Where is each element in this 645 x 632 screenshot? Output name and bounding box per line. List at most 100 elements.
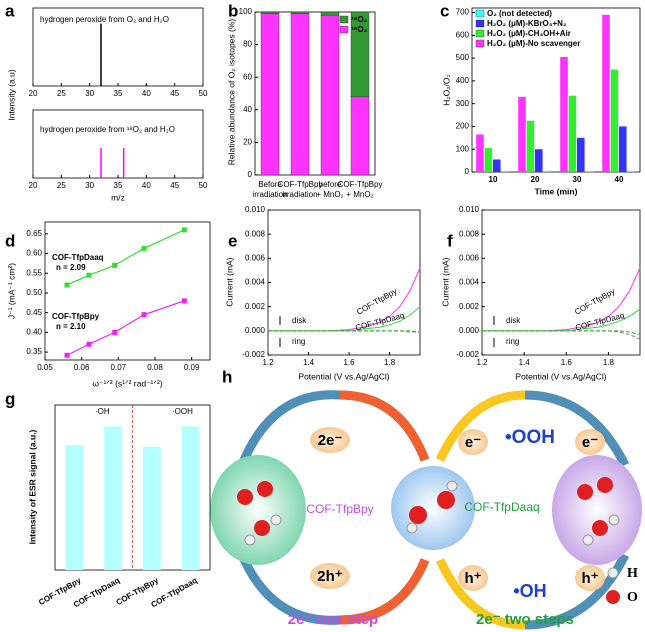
y-tick-label: 0.004 bbox=[245, 278, 266, 287]
point bbox=[86, 272, 92, 278]
x-tick-label: 35 bbox=[114, 89, 123, 98]
legend-label: ¹⁸O₂ bbox=[351, 15, 368, 24]
y-tick-label: 0 bbox=[248, 170, 253, 179]
y-tick-label: 300 bbox=[456, 99, 470, 108]
point bbox=[64, 352, 70, 358]
legend-swatch bbox=[475, 9, 485, 18]
bar bbox=[501, 170, 509, 172]
x-tick-label: 40 bbox=[615, 175, 624, 184]
bar bbox=[568, 95, 577, 172]
legend-label: O₂ (not detected) bbox=[487, 9, 552, 18]
annotation: hydrogen peroxide from ¹⁸O₂ and H₂O bbox=[40, 125, 175, 134]
arc bbox=[339, 390, 430, 462]
bar bbox=[493, 159, 501, 172]
y-tick-label: 500 bbox=[456, 53, 470, 62]
x-tick-label: 1.8 bbox=[603, 358, 615, 367]
x-tick-label: 1.2 bbox=[262, 358, 274, 367]
annotation: ·OOH bbox=[172, 407, 193, 416]
y-tick-label: 0.000 bbox=[459, 326, 480, 335]
x-tick-label: 50 bbox=[199, 89, 208, 98]
label: •OH bbox=[513, 581, 546, 601]
y-axis-label: Intensity (a.u) bbox=[6, 69, 16, 121]
x-tick-label: + MnO₂ bbox=[346, 190, 373, 199]
y-tick-label: 40 bbox=[243, 105, 252, 114]
legend-swatch bbox=[475, 19, 485, 28]
label: e⁻ bbox=[465, 434, 481, 451]
x-tick-label: 50 bbox=[199, 181, 208, 190]
badge bbox=[458, 565, 488, 591]
point bbox=[181, 227, 187, 233]
node bbox=[391, 466, 475, 550]
bar bbox=[142, 446, 161, 570]
y-tick-label: 0.50 bbox=[26, 288, 42, 297]
bar bbox=[543, 170, 551, 172]
y-tick-label: 0.008 bbox=[245, 229, 266, 238]
y-tick-label: 0.010 bbox=[245, 205, 266, 214]
x-axis-label: ω⁻¹ᐟ² (s¹ᐟ² rad⁻¹ᐟ²) bbox=[92, 378, 162, 388]
y-tick-label: 700 bbox=[456, 8, 470, 17]
x-tick-label: + MnO₂ bbox=[316, 190, 343, 199]
key-label: O bbox=[627, 590, 638, 605]
bar bbox=[104, 426, 123, 570]
bar-segment bbox=[290, 13, 310, 176]
y-tick-label: 0.006 bbox=[459, 253, 480, 262]
y-tick-label: 0.006 bbox=[245, 253, 266, 262]
caption: 2e⁻ one step bbox=[288, 611, 378, 628]
x-tick-label: 20 bbox=[29, 89, 38, 98]
y-tick-label: 0.002 bbox=[459, 302, 480, 311]
y-tick-label: 100 bbox=[239, 7, 253, 16]
y-tick-label: 0.45 bbox=[26, 308, 42, 317]
bar-segment bbox=[260, 11, 280, 14]
x-tick-label: 1.2 bbox=[476, 358, 488, 367]
label: e⁻ bbox=[582, 434, 598, 451]
bar bbox=[484, 148, 493, 172]
x-tick-label: irradiation bbox=[252, 190, 287, 199]
x-tick-label: 45 bbox=[170, 89, 179, 98]
x-tick-label: 30 bbox=[85, 89, 94, 98]
point bbox=[112, 329, 118, 335]
y-tick-label: 0.35 bbox=[26, 347, 42, 356]
x-tick-label: 45 bbox=[170, 181, 179, 190]
label: •OOH bbox=[505, 427, 555, 448]
bar bbox=[602, 14, 610, 173]
badge bbox=[458, 429, 488, 455]
badge bbox=[310, 563, 350, 589]
label: h⁺ bbox=[581, 570, 598, 587]
series-label: COF-TfpBpy bbox=[52, 312, 100, 321]
bar-segment bbox=[320, 11, 340, 16]
bar bbox=[610, 69, 619, 172]
bar bbox=[627, 170, 635, 172]
diagram-h: h 2e⁻ 2h⁺ COF-TfpBpy COF-TfpDaaq e⁻ •OOH… bbox=[210, 367, 642, 630]
x-tick-label: 0.05 bbox=[37, 363, 53, 372]
y-axis-label: Current (mA) bbox=[440, 257, 450, 306]
x-tick-label: before bbox=[319, 180, 342, 189]
x-tick-label: 25 bbox=[57, 181, 66, 190]
x-tick-label: COF-TfpBpy bbox=[278, 180, 323, 189]
x-tick-label: 40 bbox=[142, 181, 151, 190]
y-tick-label: 0.60 bbox=[26, 249, 42, 258]
panel-letter: b bbox=[228, 1, 238, 20]
badge bbox=[575, 565, 605, 591]
point bbox=[181, 298, 187, 304]
y-tick-label: 60 bbox=[243, 72, 252, 81]
panel-letter: a bbox=[5, 1, 15, 20]
y-tick-label: 200 bbox=[456, 122, 470, 131]
annotation: disk bbox=[292, 316, 307, 325]
annotation: ·OH bbox=[95, 407, 110, 416]
node bbox=[552, 455, 642, 565]
key-label: H bbox=[627, 566, 638, 581]
y-axis-label: Intensity of ESR signal (a.u.) bbox=[27, 429, 37, 544]
y-axis-label: H₂O₂/O₂ bbox=[441, 74, 451, 106]
x-axis-label: Time (min) bbox=[535, 186, 578, 196]
y-tick-label: 400 bbox=[456, 76, 470, 85]
series-line bbox=[482, 308, 641, 332]
x-tick-label: 0.07 bbox=[111, 363, 127, 372]
plot-frame bbox=[267, 209, 421, 356]
series-note: n = 2.09 bbox=[56, 263, 86, 272]
badge bbox=[310, 427, 350, 453]
plot-frame bbox=[44, 221, 211, 361]
x-tick-label: 0.09 bbox=[184, 363, 200, 372]
point bbox=[64, 282, 70, 288]
bar bbox=[526, 120, 535, 172]
